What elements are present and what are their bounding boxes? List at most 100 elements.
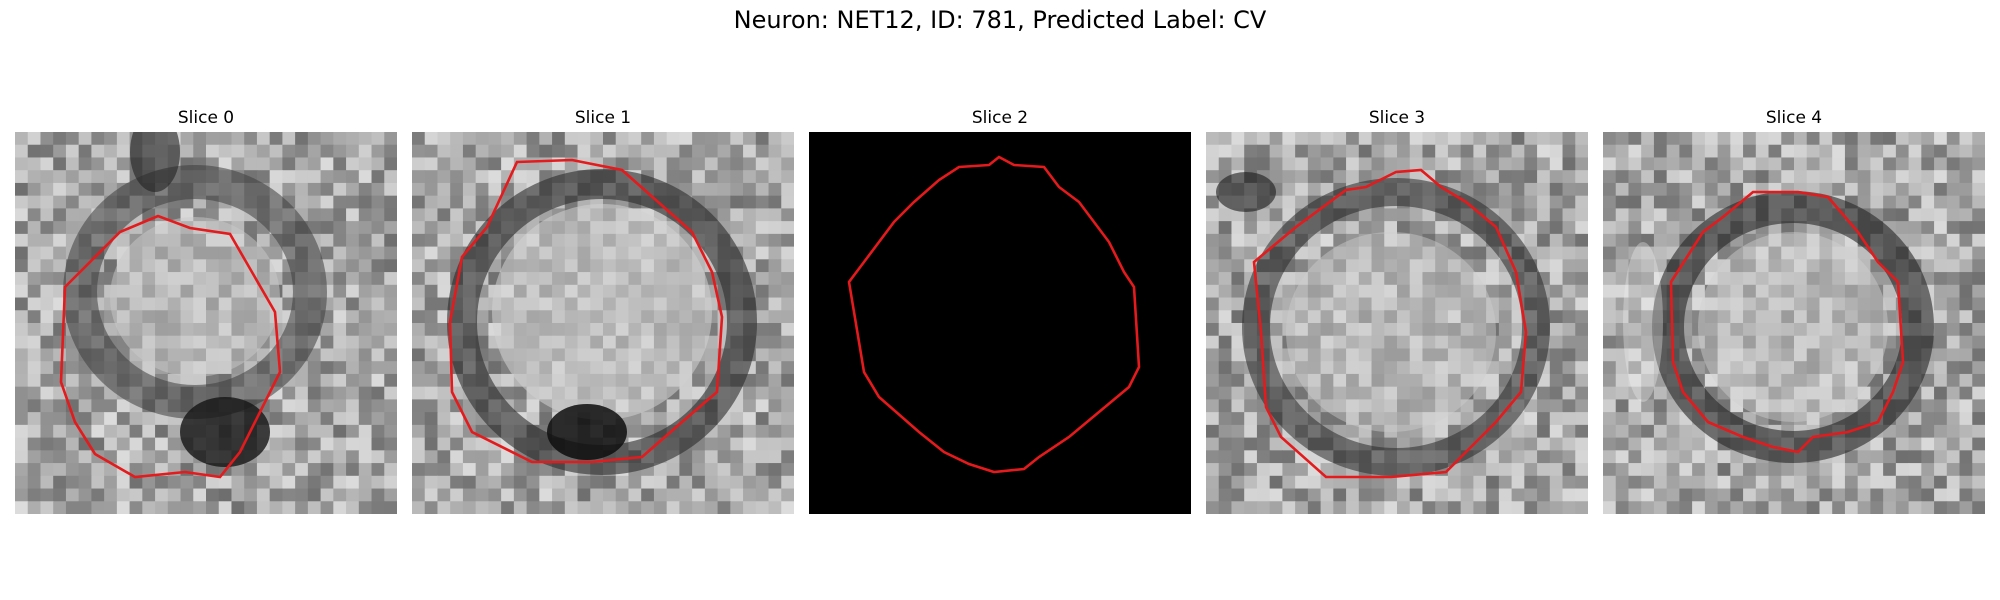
image-pixel bbox=[513, 475, 528, 490]
image-pixel bbox=[1295, 182, 1309, 197]
image-pixel bbox=[142, 488, 156, 502]
image-pixel bbox=[1679, 170, 1693, 184]
image-pixel bbox=[1244, 412, 1258, 426]
image-pixel bbox=[1895, 144, 1910, 158]
image-pixel bbox=[295, 501, 309, 514]
image-pixel bbox=[501, 144, 515, 158]
image-pixel bbox=[1895, 132, 1910, 146]
image-pixel bbox=[1883, 144, 1897, 158]
image-pixel bbox=[1307, 463, 1322, 477]
image-pixel bbox=[755, 284, 770, 299]
image-pixel bbox=[1333, 221, 1347, 235]
image-pixel bbox=[65, 424, 80, 439]
image-pixel bbox=[1371, 373, 1385, 388]
image-pixel bbox=[424, 348, 438, 362]
image-pixel bbox=[437, 157, 451, 171]
image-pixel bbox=[40, 284, 54, 299]
image-pixel bbox=[320, 182, 334, 197]
image-pixel bbox=[1486, 386, 1500, 400]
image-pixel bbox=[1666, 221, 1680, 235]
image-pixel bbox=[371, 170, 385, 184]
image-pixel bbox=[15, 399, 29, 413]
figure-title: Neuron: NET12, ID: 781, Predicted Label:… bbox=[733, 6, 1267, 34]
image-pixel bbox=[1320, 412, 1334, 426]
image-pixel bbox=[1256, 132, 1271, 146]
image-pixel bbox=[1575, 284, 1588, 299]
image-pixel bbox=[1959, 399, 1973, 413]
dark-blob bbox=[180, 397, 270, 467]
image-pixel bbox=[1730, 501, 1744, 514]
image-pixel bbox=[1307, 182, 1322, 197]
image-pixel bbox=[1844, 284, 1859, 299]
image-pixel bbox=[768, 208, 782, 222]
image-pixel bbox=[1768, 310, 1782, 324]
image-pixel bbox=[282, 450, 296, 464]
image-pixel bbox=[1895, 501, 1910, 514]
image-pixel bbox=[1371, 297, 1385, 311]
image-pixel bbox=[1730, 297, 1744, 311]
image-pixel bbox=[1959, 386, 1973, 400]
image-pixel bbox=[1819, 348, 1833, 362]
image-pixel bbox=[1371, 246, 1385, 260]
image-pixel bbox=[1781, 221, 1795, 235]
image-pixel bbox=[206, 475, 220, 490]
image-pixel bbox=[462, 488, 477, 502]
image-pixel bbox=[1307, 310, 1322, 324]
image-pixel bbox=[1295, 259, 1309, 273]
image-pixel bbox=[155, 475, 169, 490]
image-pixel bbox=[1819, 310, 1833, 324]
image-pixel bbox=[1717, 386, 1731, 400]
image-pixel bbox=[1666, 488, 1680, 502]
image-pixel bbox=[450, 488, 464, 502]
image-pixel bbox=[346, 335, 360, 349]
image-pixel bbox=[1755, 488, 1770, 502]
image-pixel bbox=[1972, 386, 1985, 400]
image-pixel bbox=[1397, 157, 1411, 171]
image-pixel bbox=[1473, 475, 1487, 490]
image-pixel bbox=[1562, 310, 1576, 324]
image-pixel bbox=[1384, 233, 1398, 248]
image-pixel bbox=[1641, 437, 1655, 451]
image-pixel bbox=[1575, 373, 1588, 388]
image-pixel bbox=[1908, 170, 1922, 184]
image-pixel bbox=[1435, 144, 1449, 158]
image-pixel bbox=[295, 475, 309, 490]
image-pixel bbox=[1397, 335, 1411, 349]
image-pixel bbox=[755, 437, 770, 451]
image-pixel bbox=[1666, 424, 1680, 439]
image-pixel bbox=[1819, 463, 1833, 477]
image-pixel bbox=[437, 412, 451, 426]
image-pixel bbox=[1615, 450, 1629, 464]
image-pixel bbox=[1562, 335, 1576, 349]
image-pixel bbox=[1819, 182, 1833, 197]
image-pixel bbox=[384, 424, 397, 439]
image-pixel bbox=[1409, 373, 1423, 388]
image-pixel bbox=[437, 272, 451, 286]
image-pixel bbox=[1743, 488, 1757, 502]
image-pixel bbox=[1615, 246, 1629, 260]
image-pixel bbox=[488, 132, 502, 146]
image-pixel bbox=[526, 157, 540, 171]
image-pixel bbox=[1346, 221, 1360, 235]
image-pixel bbox=[1717, 157, 1731, 171]
image-pixel bbox=[666, 144, 680, 158]
image-pixel bbox=[104, 424, 118, 439]
image-pixel bbox=[768, 170, 782, 184]
image-pixel bbox=[320, 437, 334, 451]
image-pixel bbox=[1218, 488, 1232, 502]
image-pixel bbox=[1562, 195, 1576, 209]
image-pixel bbox=[307, 170, 322, 184]
image-pixel bbox=[180, 132, 194, 146]
image-pixel bbox=[1819, 386, 1833, 400]
image-pixel bbox=[1473, 373, 1487, 388]
image-pixel bbox=[1256, 463, 1271, 477]
image-pixel bbox=[27, 310, 41, 324]
image-pixel bbox=[437, 450, 451, 464]
image-pixel bbox=[282, 463, 296, 477]
image-pixel bbox=[231, 144, 245, 158]
image-pixel bbox=[1549, 475, 1564, 490]
image-pixel bbox=[371, 132, 385, 146]
image-pixel bbox=[1895, 437, 1910, 451]
image-pixel bbox=[1615, 157, 1629, 171]
image-pixel bbox=[1908, 463, 1922, 477]
